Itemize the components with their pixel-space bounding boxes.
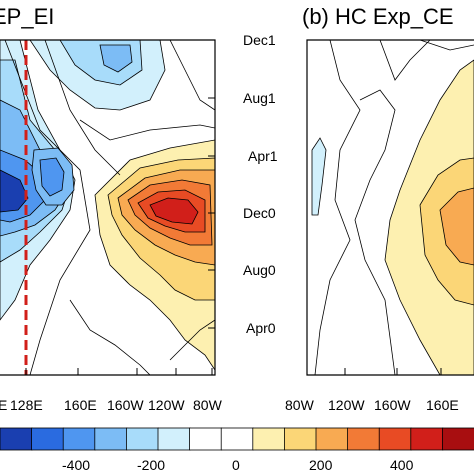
pos-region-6: [149, 197, 199, 225]
colorbar-swatch: [441, 427, 474, 451]
y-axis-labels: Dec1 Aug1 Apr1 Dec0 Aug0 Apr0: [208, 32, 278, 336]
colorbar-tick-2: 0: [232, 457, 240, 473]
colorbar-swatch: [157, 427, 191, 451]
ytick-4: Aug0: [243, 262, 276, 278]
panel-b-frame: [306, 39, 474, 376]
colorbar-swatch: [347, 427, 381, 451]
colorbar-tick-0: -400: [62, 457, 90, 473]
neg-region-lobe-core: [39, 157, 65, 197]
colorbar-labels: -400 -200 0 200 400: [62, 457, 414, 473]
colorbar-swatch: [220, 427, 254, 451]
panel-b-contours: [307, 40, 474, 375]
panel-b: (b) HC Exp_CE 80W 120W 160W 160E: [285, 4, 474, 413]
colorbar-swatch: [62, 427, 96, 451]
colorbar-swatch: [31, 427, 65, 451]
ytick-2: Apr1: [248, 148, 278, 164]
colorbar-tick-3: 200: [309, 457, 333, 473]
ytick-0: Dec1: [243, 32, 276, 48]
b-pos-region-3: [439, 187, 474, 266]
panel-a-frame: [0, 39, 216, 376]
neg-region-top-core: [99, 44, 133, 73]
panel-a-xtick-3: 160W: [107, 397, 144, 413]
panel-b-xtick-3: 160E: [426, 397, 459, 413]
colorbar-swatch: [94, 427, 128, 451]
colorbar-swatch: [410, 427, 444, 451]
panel-a-xtick-5: 80W: [193, 397, 223, 413]
panel-a-xtick-1: 128E: [10, 397, 43, 413]
colorbar-swatch: [378, 427, 412, 451]
panel-b-x-ticks: 80W 120W 160W 160E: [285, 368, 459, 413]
ytick-5: Apr0: [246, 320, 276, 336]
colorbar-tick-4: 400: [390, 457, 414, 473]
colorbar-swatch: [283, 427, 317, 451]
panel-b-xtick-1: 120W: [328, 397, 365, 413]
colorbar-swatch: [252, 427, 286, 451]
panel-a-title: EP_EI: [0, 4, 54, 29]
panel-a-xtick-2: 160E: [64, 397, 97, 413]
colorbar-swatch: [0, 427, 33, 451]
colorbar: [0, 427, 474, 451]
ytick-3: Dec0: [243, 205, 276, 221]
panel-a: EP_EI E 128E 160E 160W 120W 80W: [0, 4, 223, 413]
colorbar-swatch: [189, 427, 223, 451]
colorbar-swatch: [126, 427, 159, 451]
colorbar-tick-1: -200: [137, 457, 165, 473]
colorbar-swatch: [315, 427, 349, 451]
panel-a-contours: [0, 40, 215, 375]
panel-a-xtick-0: E: [0, 397, 7, 413]
panel-b-xtick-2: 160W: [374, 397, 411, 413]
ytick-1: Aug1: [243, 90, 276, 106]
panel-a-x-ticks: E 128E 160E 160W 120W 80W: [0, 368, 223, 413]
b-neg-region: [311, 137, 327, 216]
panel-b-title: (b) HC Exp_CE: [302, 4, 454, 29]
panel-b-xtick-0: 80W: [285, 397, 315, 413]
neg-region-core2: [0, 169, 29, 213]
panel-a-xtick-4: 120W: [148, 397, 185, 413]
